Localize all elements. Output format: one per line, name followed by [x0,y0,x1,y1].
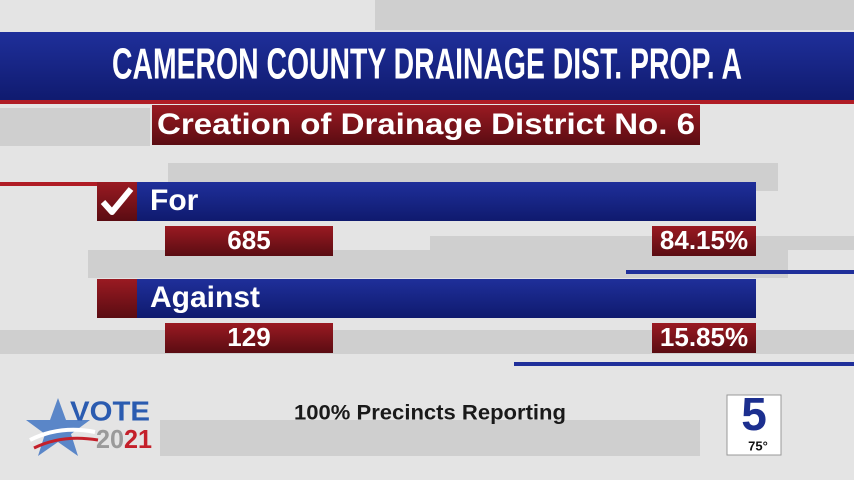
result-label: For [150,184,199,217]
percent-box [652,226,756,256]
reporting-status: 100% Precincts Reporting [294,402,566,425]
votes-box [165,226,333,256]
result-label: Against [150,281,260,314]
percent-box [652,323,756,353]
station-box [726,394,782,456]
logo-year: 21 [124,424,152,454]
result-bar [137,279,756,318]
percent: 15.85% [660,322,748,352]
result-bar [137,182,756,221]
accent-line [0,182,100,186]
subtitle-box [152,105,700,145]
title-bar [0,32,854,102]
logo-year: 20 [96,424,124,454]
results: For 685 84.15% Against 129 15.85% [97,182,756,353]
logo-word: VOTE [70,395,150,426]
station-logo: 5 75° [726,388,782,456]
station-temperature: 75° [748,438,768,453]
station-channel: 5 [741,388,767,440]
subtitle: Creation of Drainage District No. 6 [157,108,695,141]
percent: 84.15% [660,225,748,255]
vote-logo: VOTE 20 21 [26,395,152,456]
title: CAMERON COUNTY DRAINAGE DIST. PROP. A [112,40,742,89]
votes: 129 [227,322,270,352]
title-rule [0,100,854,104]
result-flag [97,279,137,318]
votes: 685 [227,225,270,255]
accent-line [626,270,854,274]
votes-box [165,323,333,353]
logo-star [26,398,90,456]
accent-line [514,362,854,366]
winner-check [100,187,134,215]
